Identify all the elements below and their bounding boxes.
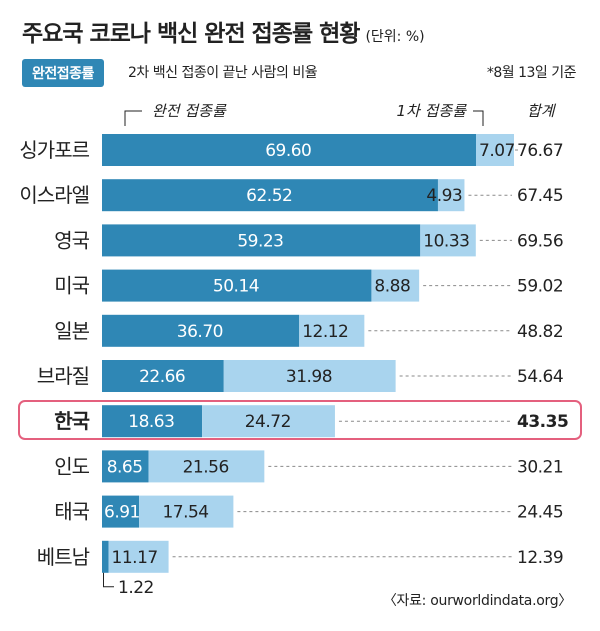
value-label-full: 22.66 bbox=[139, 367, 185, 387]
bar-full-3 bbox=[102, 269, 372, 302]
category-label: 일본 bbox=[54, 319, 89, 343]
value-label-full: 1.22 bbox=[118, 578, 154, 598]
bar-first-2 bbox=[420, 224, 476, 257]
chart-title: 주요국 코로나 백신 완전 접종률 현황 (단위: %) bbox=[22, 14, 425, 48]
value-label-first: 11.17 bbox=[112, 548, 158, 568]
value-label-first: 31.98 bbox=[286, 367, 332, 387]
category-label: 이스라엘 bbox=[19, 183, 89, 207]
category-label: 브라질 bbox=[37, 364, 89, 388]
total-label: 43.35 bbox=[517, 412, 568, 432]
value-label-full: 62.52 bbox=[246, 186, 292, 206]
total-label: 30.21 bbox=[517, 457, 563, 477]
bar-full-7 bbox=[102, 450, 149, 483]
chart-title-text: 주요국 코로나 백신 완전 접종률 현황 bbox=[22, 21, 360, 47]
value-label-full: 18.63 bbox=[128, 412, 174, 432]
value-label-first: 4.93 bbox=[426, 186, 462, 206]
bar-first-3 bbox=[371, 269, 420, 302]
bar-full-4 bbox=[102, 314, 300, 347]
leader-line bbox=[103, 572, 114, 588]
total-label: 24.45 bbox=[517, 503, 563, 523]
category-label: 영국 bbox=[54, 228, 89, 252]
legend-first-bracket bbox=[473, 110, 484, 126]
value-label-full: 69.60 bbox=[265, 141, 311, 161]
category-label: 미국 bbox=[54, 274, 89, 298]
source-note: 〈자료: ourworldindata.org〉 bbox=[382, 593, 572, 609]
value-label-full: 8.65 bbox=[107, 457, 143, 477]
bar-first-7 bbox=[148, 450, 265, 483]
total-label: 54.64 bbox=[517, 367, 563, 387]
value-label-first: 24.72 bbox=[245, 412, 291, 432]
bar-full-0 bbox=[102, 134, 477, 166]
bar-full-5 bbox=[102, 360, 224, 392]
legend-full-label: 완전 접종률 bbox=[152, 102, 227, 120]
legend-total-label: 합계 bbox=[527, 102, 557, 120]
category-label: 싱가포르 bbox=[19, 138, 89, 162]
value-label-first: 12.12 bbox=[302, 322, 348, 342]
legend-first-label: 1차 접종률 bbox=[396, 102, 467, 120]
unit-label: (단위: %) bbox=[365, 29, 425, 45]
bar-first-1 bbox=[437, 179, 465, 212]
category-label: 한국 bbox=[54, 409, 89, 433]
value-label-full: 59.23 bbox=[237, 231, 283, 251]
value-label-first: 21.56 bbox=[183, 457, 229, 477]
bar-first-9 bbox=[108, 540, 169, 573]
bar-full-8 bbox=[102, 495, 140, 528]
value-label-first: 8.88 bbox=[374, 277, 410, 297]
legend-full-bracket bbox=[124, 110, 142, 126]
bar-full-1 bbox=[102, 179, 438, 212]
value-label-first: 17.54 bbox=[162, 503, 208, 523]
category-label: 태국 bbox=[54, 500, 89, 524]
badge-description: 2차 백신 접종이 끝난 사람의 비율 bbox=[128, 65, 318, 81]
total-label: 59.02 bbox=[517, 277, 563, 297]
value-label-full: 50.14 bbox=[213, 277, 259, 297]
completion-badge: 완전접종률 bbox=[22, 59, 104, 87]
bar-first-0 bbox=[476, 134, 514, 166]
bar-first-5 bbox=[223, 360, 396, 392]
korea-highlight-box bbox=[18, 400, 582, 440]
bar-full-6 bbox=[102, 405, 203, 438]
total-label: 12.39 bbox=[517, 548, 563, 568]
value-label-first: 10.33 bbox=[423, 231, 469, 251]
bar-first-4 bbox=[299, 314, 365, 347]
total-label: 76.67 bbox=[517, 141, 563, 161]
bar-first-6 bbox=[202, 405, 335, 438]
total-label: 67.45 bbox=[517, 186, 563, 206]
category-label: 베트남 bbox=[37, 545, 90, 569]
bar-full-9 bbox=[102, 540, 109, 573]
bar-full-2 bbox=[102, 224, 421, 257]
value-label-first: 7.07 bbox=[479, 141, 515, 161]
value-label-full: 36.70 bbox=[177, 322, 223, 342]
category-label: 인도 bbox=[54, 454, 89, 478]
date-basis-note: *8월 13일 기준 bbox=[486, 65, 577, 81]
total-label: 69.56 bbox=[517, 231, 563, 251]
value-label-full: 6.91 bbox=[104, 503, 140, 523]
total-label: 48.82 bbox=[517, 322, 563, 342]
bar-first-8 bbox=[139, 495, 234, 528]
